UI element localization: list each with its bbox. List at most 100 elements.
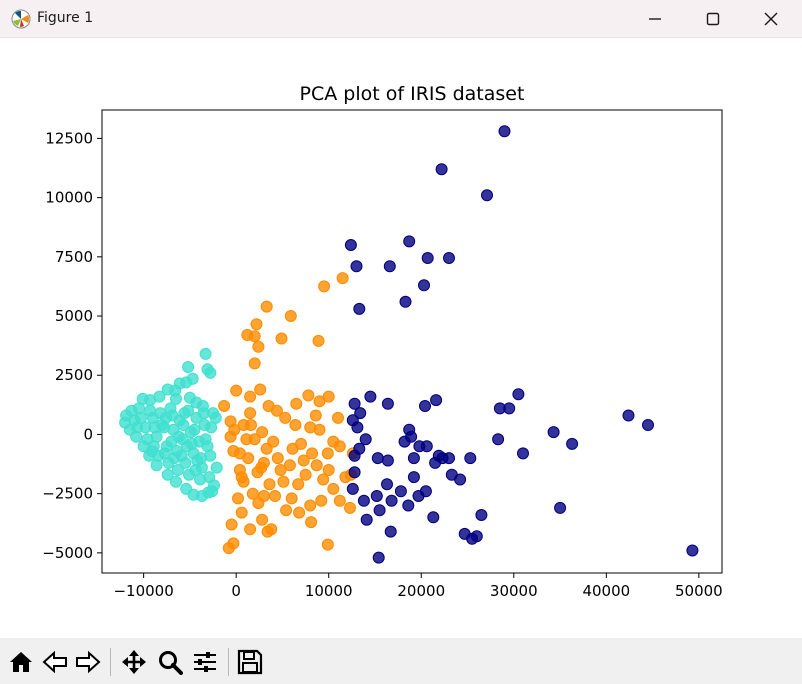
data-point [175, 449, 188, 462]
data-point [304, 421, 317, 434]
close-button[interactable] [742, 0, 800, 37]
data-point [244, 390, 257, 403]
data-points [119, 125, 699, 564]
data-point [218, 400, 231, 412]
data-point [269, 490, 281, 502]
data-point [394, 485, 407, 498]
save-button[interactable] [234, 646, 266, 678]
data-point [170, 475, 182, 488]
data-point [306, 447, 319, 460]
data-point [310, 459, 323, 472]
data-point [180, 376, 193, 389]
data-point [399, 295, 412, 308]
data-point [293, 506, 306, 519]
data-point [260, 300, 273, 313]
x-tick-label: 0 [231, 582, 241, 600]
data-point [318, 280, 331, 293]
data-point [321, 538, 334, 551]
minimize-icon [649, 18, 661, 20]
data-point [304, 499, 317, 512]
data-point [332, 411, 344, 424]
data-point [283, 459, 296, 472]
data-point [354, 407, 367, 420]
data-point [321, 447, 334, 460]
data-point [348, 397, 361, 410]
data-point [312, 334, 325, 347]
home-button[interactable] [5, 646, 37, 678]
data-point [322, 390, 335, 403]
data-point [353, 302, 366, 315]
data-point [622, 409, 635, 422]
data-point [373, 504, 386, 517]
data-point [443, 452, 455, 465]
data-point [475, 509, 488, 521]
data-point [240, 433, 253, 446]
data-point [383, 260, 396, 273]
data-point [188, 423, 201, 436]
data-point [385, 494, 398, 507]
data-point [430, 394, 443, 407]
back-button[interactable] [39, 646, 71, 678]
minimize-button[interactable] [626, 0, 684, 37]
data-point [235, 471, 248, 484]
data-point [419, 485, 432, 498]
data-point [232, 492, 244, 505]
data-point [642, 419, 654, 431]
y-tick-label: 5000 [55, 307, 93, 325]
data-point [225, 518, 238, 531]
data-point [305, 516, 318, 529]
data-point [244, 407, 257, 420]
toolbar-separator [110, 648, 111, 676]
data-point [202, 486, 215, 499]
configure-subplots-button[interactable] [189, 646, 221, 678]
data-point [407, 452, 420, 465]
data-point [348, 466, 361, 479]
data-point [512, 388, 525, 401]
pan-button[interactable] [118, 646, 150, 678]
data-point [333, 440, 346, 453]
forward-button[interactable] [72, 646, 104, 678]
data-point [161, 468, 174, 481]
figure-canvas[interactable]: PCA plot of IRIS dataset −10000 0 10000 200… [0, 38, 802, 635]
data-point [403, 423, 416, 436]
x-tick-label: −10000 [113, 582, 173, 600]
data-point [246, 487, 259, 500]
axes-frame [101, 109, 723, 574]
title-bar: Figure 1 [0, 0, 802, 38]
data-point [481, 189, 493, 202]
maximize-button[interactable] [684, 0, 742, 37]
data-point [230, 384, 243, 397]
data-point [420, 440, 433, 453]
configure-subplots-icon [194, 652, 216, 672]
data-point [244, 523, 257, 536]
y-tick-label: −2500 [42, 485, 93, 503]
data-point [256, 426, 269, 439]
data-point [205, 421, 218, 434]
data-point [172, 430, 185, 443]
data-point [171, 464, 184, 476]
data-point [344, 239, 357, 251]
y-tick-label: −5000 [42, 544, 93, 562]
data-point [346, 482, 359, 495]
close-icon [764, 12, 778, 26]
data-point [371, 452, 384, 465]
data-point [348, 449, 361, 462]
data-point [158, 447, 171, 460]
data-point [419, 400, 431, 412]
data-point [256, 513, 269, 526]
data-point [566, 437, 579, 450]
chart-title: PCA plot of IRIS dataset [300, 83, 525, 105]
maximize-icon [706, 12, 720, 26]
data-point [194, 473, 207, 486]
data-point [252, 340, 265, 353]
data-point [299, 468, 312, 481]
zoom-button[interactable] [154, 646, 186, 678]
data-point [470, 530, 483, 543]
data-point [554, 501, 567, 514]
data-point [250, 318, 263, 331]
data-point [403, 235, 416, 248]
forward-arrow-icon [76, 650, 101, 674]
data-point [370, 490, 383, 502]
data-point [235, 506, 248, 519]
data-point [443, 252, 455, 264]
